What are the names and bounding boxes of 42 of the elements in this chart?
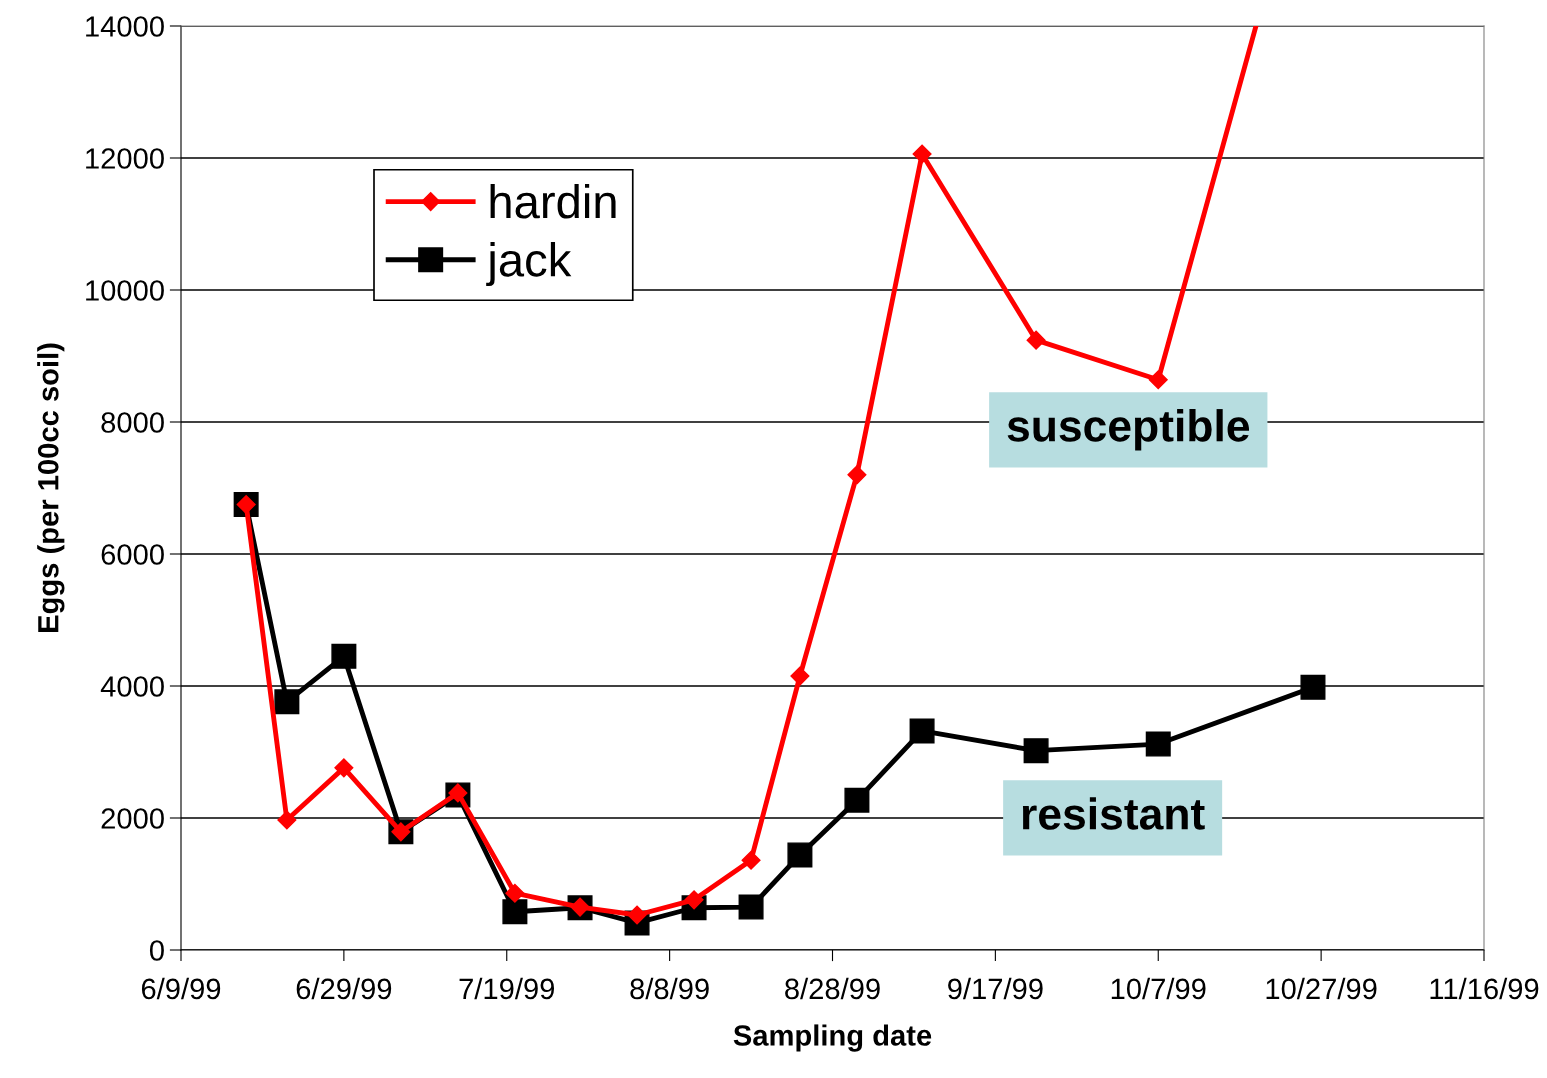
y-tick-label: 8000 <box>101 412 164 433</box>
point <box>1300 674 1326 700</box>
point <box>741 850 761 870</box>
x-tick-label: 9/17/99 <box>948 977 1043 1000</box>
y-tick-label: 6000 <box>101 544 164 565</box>
point <box>738 894 764 920</box>
point <box>909 718 935 744</box>
y-axis-title: Eggs (per 100cc soil) <box>37 343 65 632</box>
point <box>790 666 810 686</box>
point <box>1023 738 1049 764</box>
x-tick-label: 6/9/99 <box>141 977 221 1000</box>
point <box>331 643 357 669</box>
legend-label: jack <box>486 242 572 287</box>
point <box>1145 731 1171 757</box>
point <box>844 787 870 813</box>
point <box>847 465 867 485</box>
y-tick-label: 10000 <box>86 280 164 301</box>
annotation: resistant <box>1022 797 1205 830</box>
x-axis-title: Sampling date <box>733 1024 932 1052</box>
point <box>787 842 813 868</box>
legend-label: hardin <box>490 183 616 219</box>
y-tick-label: 14000 <box>86 16 164 37</box>
point <box>505 883 525 903</box>
x-tick-label: 6/29/99 <box>296 977 392 1000</box>
point <box>1148 370 1168 390</box>
point <box>912 144 932 164</box>
point <box>1026 330 1046 350</box>
x-tick-label: 8/28/99 <box>785 977 880 1000</box>
point <box>274 689 300 715</box>
x-tick-label: 7/19/99 <box>459 977 555 1000</box>
x-tick-label: 11/16/99 <box>1430 977 1539 1000</box>
x-tick-label: 8/8/99 <box>630 977 709 1000</box>
point <box>334 758 354 778</box>
point <box>277 810 297 830</box>
x-tick-label: 10/7/99 <box>1111 977 1206 1000</box>
point <box>502 899 528 925</box>
y-tick-label: 12000 <box>86 148 164 169</box>
y-tick-label: 4000 <box>100 676 164 697</box>
x-tick-label: 10/27/99 <box>1266 977 1377 1000</box>
y-tick-label: 0 <box>149 940 164 961</box>
annotation: susceptible <box>1007 409 1250 451</box>
y-tick-label: 2000 <box>101 808 164 829</box>
